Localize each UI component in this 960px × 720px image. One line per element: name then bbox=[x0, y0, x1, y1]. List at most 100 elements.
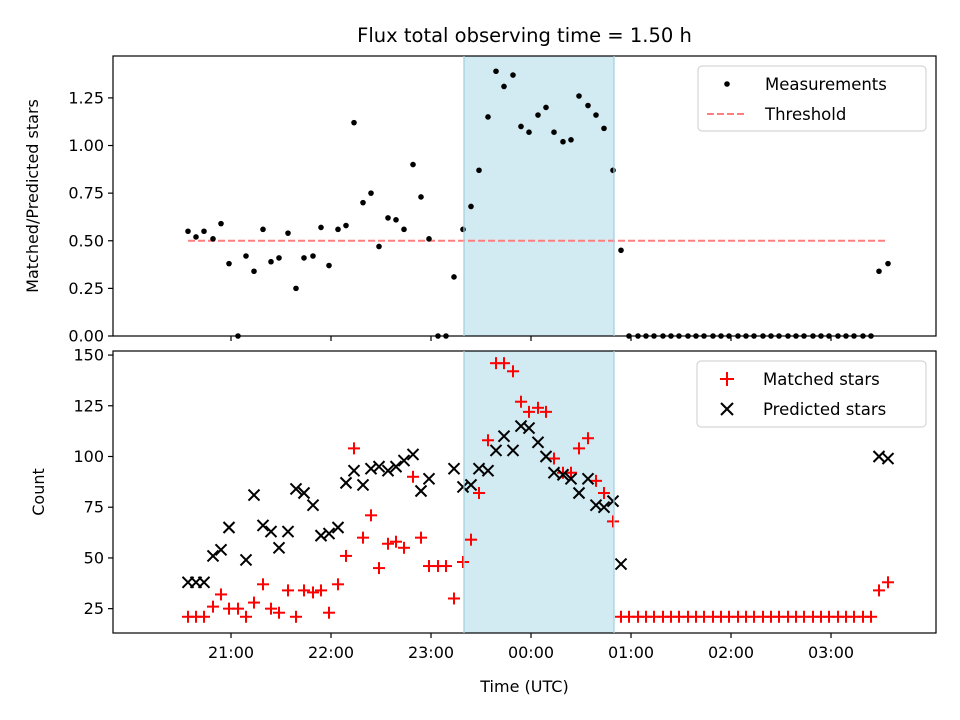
y-tick-label: 0.00 bbox=[68, 327, 104, 346]
predicted-stars-point bbox=[472, 462, 486, 475]
figure-title: Flux total observing time = 1.50 h bbox=[357, 24, 692, 47]
predicted-stars-point bbox=[539, 450, 553, 463]
predicted-stars-point bbox=[364, 462, 378, 475]
predicted-stars-point bbox=[422, 472, 436, 486]
predicted-stars-point bbox=[597, 501, 611, 514]
measurement-point bbox=[576, 93, 582, 99]
matched-stars-point bbox=[290, 610, 302, 623]
measurement-point bbox=[368, 190, 374, 196]
matched-stars-point bbox=[415, 531, 427, 544]
predicted-stars-point bbox=[489, 444, 503, 457]
matched-stars-point bbox=[565, 466, 577, 479]
bottom-panel: 25 50 75 100 125 150 21:00 22:00 23:00 00:00 01:0… bbox=[29, 346, 937, 696]
predicted-stars-point bbox=[256, 519, 270, 532]
matched-stars-point bbox=[582, 432, 594, 445]
measurement-point bbox=[418, 194, 424, 200]
predicted-stars-point bbox=[264, 525, 278, 538]
measurement-point bbox=[193, 234, 199, 240]
matched-stars-point bbox=[590, 474, 602, 487]
matched-stars-point bbox=[390, 535, 402, 548]
measurement-point bbox=[526, 129, 532, 135]
matched-stars-point bbox=[532, 401, 544, 414]
measurement-point bbox=[376, 243, 382, 250]
top-x-ticks bbox=[230, 336, 832, 341]
matched-stars-point bbox=[440, 560, 452, 573]
matched-stars-point bbox=[373, 562, 385, 575]
x-tick-label: 23:00 bbox=[408, 643, 454, 662]
legend-predicted-marker bbox=[720, 402, 734, 416]
measurement-point bbox=[476, 167, 482, 174]
matched-stars-point bbox=[540, 405, 552, 418]
y-tick-label: 100 bbox=[73, 447, 104, 466]
measurement-point bbox=[876, 268, 882, 275]
predicted-stars-point bbox=[272, 541, 286, 554]
predicted-stars-point bbox=[481, 464, 495, 477]
matched-stars-point bbox=[198, 610, 210, 623]
predicted-stars-point bbox=[306, 498, 320, 512]
predicted-stars-point bbox=[447, 462, 461, 475]
matched-stars-point bbox=[340, 549, 352, 562]
predicted-stars-point bbox=[531, 436, 545, 449]
measurement-point bbox=[301, 255, 307, 261]
predicted-stars-point bbox=[247, 488, 261, 502]
measurement-point bbox=[276, 255, 282, 261]
matched-stars-point bbox=[507, 365, 519, 378]
predicted-stars-point bbox=[222, 521, 236, 534]
measurement-point bbox=[535, 112, 541, 118]
predicted-stars-point bbox=[297, 486, 311, 500]
matched-stars-point bbox=[232, 602, 244, 615]
measurement-point bbox=[185, 228, 191, 235]
matched-stars-point bbox=[257, 578, 269, 591]
matched-stars-point bbox=[548, 452, 560, 465]
matched-stars-point bbox=[448, 592, 460, 605]
y-tick-label: 1.25 bbox=[68, 88, 104, 107]
matched-stars-point bbox=[240, 610, 252, 623]
predicted-stars-point bbox=[347, 464, 361, 477]
measurement-point bbox=[260, 226, 266, 233]
legend-measurements-label: Measurements bbox=[765, 75, 887, 94]
measurement-point bbox=[568, 137, 574, 143]
measurement-point bbox=[610, 167, 616, 174]
top-axes-frame bbox=[112, 55, 937, 337]
predicted-stars-point bbox=[872, 450, 886, 463]
measurement-point bbox=[426, 236, 432, 242]
predicted-stars-point bbox=[356, 478, 370, 492]
y-tick-label: 50 bbox=[84, 548, 104, 567]
bottom-x-axis: 21:00 22:00 23:00 00:00 01:00 02:00 03:00 bbox=[208, 633, 854, 662]
matched-stars-point bbox=[473, 487, 485, 500]
predicted-stars-point bbox=[339, 476, 353, 490]
predicted-stars-point bbox=[197, 576, 211, 589]
measurement-point bbox=[468, 203, 474, 210]
measurement-point bbox=[360, 199, 366, 206]
y-tick-label: 0.25 bbox=[68, 279, 104, 298]
legend-matched-marker bbox=[720, 372, 734, 386]
matched-stars-point bbox=[307, 586, 319, 599]
predicted-stars-point bbox=[389, 460, 403, 473]
matched-stars-point bbox=[873, 584, 885, 597]
predicted-stars-point bbox=[314, 529, 328, 542]
measurement-point bbox=[201, 228, 207, 235]
matched-stars-point bbox=[248, 596, 260, 609]
matched-stars-point bbox=[207, 600, 219, 613]
matched-stars-point bbox=[573, 442, 585, 455]
x-tick-label: 02:00 bbox=[708, 643, 754, 662]
measurement-point bbox=[268, 258, 274, 265]
measurement-point bbox=[210, 236, 216, 242]
y-tick-label: 125 bbox=[73, 396, 104, 415]
measurement-point bbox=[485, 114, 491, 120]
matched-stars-point bbox=[407, 470, 419, 483]
measurement-point bbox=[551, 129, 557, 135]
x-tick-label: 03:00 bbox=[808, 643, 854, 662]
y-tick-label: 0.75 bbox=[68, 184, 104, 203]
matched-stars-point bbox=[523, 405, 535, 418]
measurement-point bbox=[543, 104, 549, 111]
measurement-point bbox=[560, 138, 566, 145]
legend-threshold-label: Threshold bbox=[764, 105, 846, 124]
measurement-point bbox=[593, 112, 599, 118]
measurement-point bbox=[585, 102, 591, 109]
top-panel: 0.00 0.25 0.50 0.75 1.00 1.25 Matched/Predict… bbox=[23, 55, 937, 346]
bottom-x-label: Time (UTC) bbox=[479, 677, 568, 696]
matched-stars-point bbox=[323, 606, 335, 619]
predicted-stars-point bbox=[881, 452, 895, 465]
predicted-stars-point bbox=[506, 444, 520, 457]
